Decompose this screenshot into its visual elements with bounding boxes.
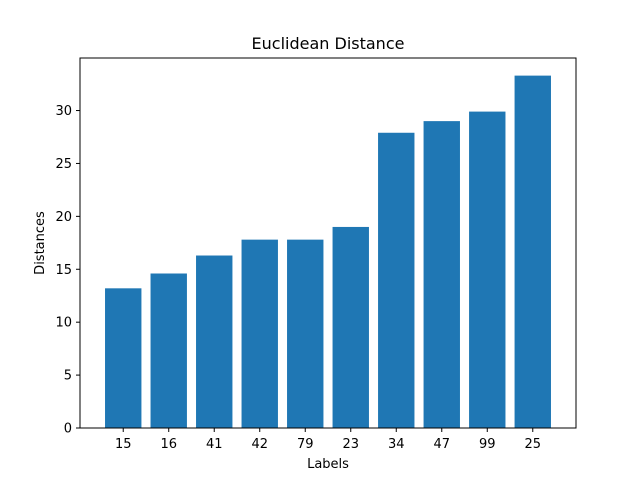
x-tick-label: 99 bbox=[479, 437, 496, 452]
x-tick-label: 25 bbox=[524, 437, 541, 452]
x-tick-label: 23 bbox=[342, 437, 359, 452]
bar-47 bbox=[423, 121, 460, 428]
x-ticks-group: 15 16 41 42 79 23 34 47 99 25 bbox=[115, 428, 541, 452]
x-tick-label: 34 bbox=[388, 437, 405, 452]
y-tick-label: 25 bbox=[55, 157, 72, 172]
x-tick-label: 47 bbox=[433, 437, 450, 452]
x-tick-label: 15 bbox=[115, 437, 132, 452]
x-tick-label: 42 bbox=[251, 437, 268, 452]
x-tick-label: 79 bbox=[297, 437, 314, 452]
y-axis-label: Distances bbox=[33, 211, 48, 275]
y-tick-label: 10 bbox=[55, 316, 72, 331]
bar-79 bbox=[287, 239, 324, 428]
bar-23 bbox=[332, 226, 369, 428]
y-tick-label: 15 bbox=[55, 263, 72, 278]
bar-16 bbox=[150, 273, 187, 428]
x-axis-label: Labels bbox=[307, 457, 349, 472]
y-tick-label: 5 bbox=[64, 369, 72, 384]
bar-34 bbox=[378, 132, 415, 428]
y-ticks-group: 0 5 10 15 20 25 30 bbox=[55, 104, 80, 437]
y-tick-label: 0 bbox=[64, 422, 72, 437]
chart-title: Euclidean Distance bbox=[252, 34, 405, 53]
bar-42 bbox=[241, 239, 278, 428]
x-tick-label: 16 bbox=[160, 437, 177, 452]
bars-group bbox=[105, 75, 551, 428]
bar-99 bbox=[469, 111, 506, 428]
plot-frame bbox=[79, 57, 577, 429]
x-tick-label: 41 bbox=[206, 437, 223, 452]
bar-15 bbox=[105, 288, 142, 428]
bar-25 bbox=[514, 75, 551, 428]
y-tick-label: 30 bbox=[55, 104, 72, 119]
y-tick-label: 20 bbox=[55, 210, 72, 225]
bar-41 bbox=[196, 255, 233, 428]
